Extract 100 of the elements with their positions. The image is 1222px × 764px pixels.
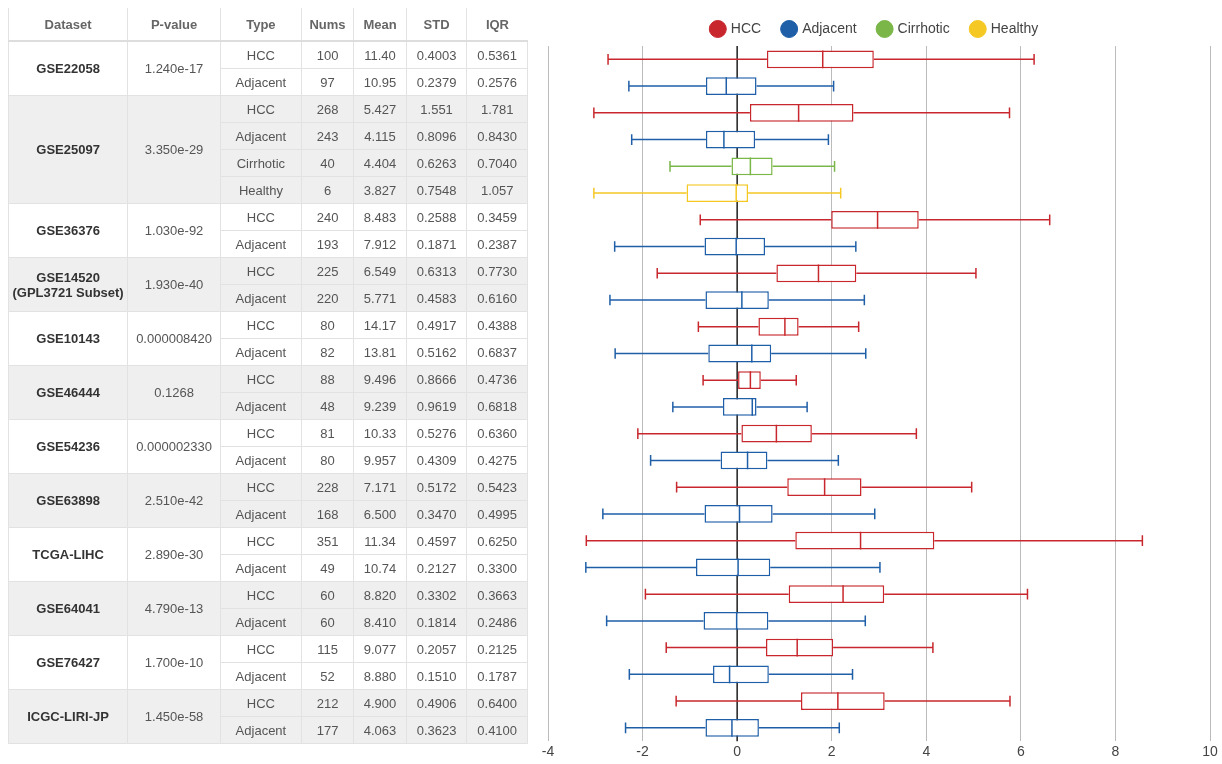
text: 0.1871 xyxy=(416,236,457,252)
text: 0.3302 xyxy=(416,587,457,603)
text: 0.3300 xyxy=(477,560,518,576)
text: 0.8666 xyxy=(416,371,457,387)
text: 225 xyxy=(316,263,339,279)
text: 0.2486 xyxy=(477,614,518,630)
text: HCC xyxy=(246,641,275,657)
text: 0.4309 xyxy=(416,452,457,468)
category-label: P-value xyxy=(127,8,221,41)
text: Adjacent xyxy=(235,668,287,684)
text: Cirrhotic xyxy=(236,155,286,171)
text: 1.781 xyxy=(480,101,514,117)
text: 0.4995 xyxy=(477,506,518,522)
text: 0.8430 xyxy=(477,128,518,144)
text: 80 xyxy=(320,317,335,333)
text: Adjacent xyxy=(235,236,287,252)
text: 0.9619 xyxy=(416,398,457,414)
legend-label: HCC xyxy=(730,19,762,36)
text: HCC xyxy=(246,317,275,333)
text: 0.6360 xyxy=(477,425,518,441)
text: 0.6818 xyxy=(477,398,518,414)
text: 0.4736 xyxy=(477,371,518,387)
text: Adjacent xyxy=(235,74,287,90)
text: 268 xyxy=(316,101,339,117)
text: Adjacent xyxy=(235,614,287,630)
text: 9.957 xyxy=(363,452,397,468)
text: GSE76427 xyxy=(36,655,100,670)
text: 0.4100 xyxy=(477,722,518,738)
text: 212 xyxy=(316,695,339,711)
text: HCC xyxy=(246,533,275,549)
text: 0.1814 xyxy=(416,614,457,630)
text: Adjacent xyxy=(235,452,287,468)
text: GSE63898 xyxy=(36,493,100,508)
text: 1.930e-40 xyxy=(144,277,204,292)
text: HCC xyxy=(246,209,275,225)
text: 80 xyxy=(320,452,335,468)
legend-label: Healthy xyxy=(990,19,1039,36)
text: 0.2576 xyxy=(477,74,518,90)
text: 240 xyxy=(316,209,339,225)
text: 1.700e-10 xyxy=(144,655,204,670)
text: 4.790e-13 xyxy=(144,601,204,616)
text: GSE14520 (GPL3721 Subset) xyxy=(12,269,124,300)
x-tick-label: 6 xyxy=(1016,743,1025,760)
text: 0.000002330 xyxy=(136,439,213,454)
text: 2.510e-42 xyxy=(144,493,204,508)
text: 6.549 xyxy=(363,263,397,279)
text: 60 xyxy=(320,614,335,630)
text: 100 xyxy=(316,47,339,63)
text: 5.427 xyxy=(363,101,397,117)
text: 60 xyxy=(320,587,335,603)
text: 1.030e-92 xyxy=(144,223,204,238)
text: 1.450e-58 xyxy=(144,709,204,724)
text: 0.7548 xyxy=(416,182,457,198)
category-label: IQR xyxy=(466,8,528,41)
text: GSE22058 xyxy=(36,61,100,76)
text: Adjacent xyxy=(235,560,287,576)
text: GSE10143 xyxy=(36,331,100,346)
text: 7.912 xyxy=(363,236,397,252)
text: HCC xyxy=(246,425,275,441)
text: 0.6313 xyxy=(416,263,457,279)
text: Adjacent xyxy=(235,344,287,360)
text: 49 xyxy=(320,560,335,576)
text: GSE54236 xyxy=(36,439,100,454)
text: 2.890e-30 xyxy=(144,547,204,562)
text: 0.4917 xyxy=(416,317,457,333)
text: 0.3470 xyxy=(416,506,457,522)
text: 0.5423 xyxy=(477,479,518,495)
text: 0.4275 xyxy=(477,452,518,468)
text: 9.496 xyxy=(363,371,397,387)
category-label: Nums xyxy=(301,8,354,41)
text: HCC xyxy=(246,371,275,387)
text: 82 xyxy=(320,344,335,360)
category-label: Dataset xyxy=(8,8,128,41)
text: 8.410 xyxy=(363,614,397,630)
x-tick-label: 8 xyxy=(1111,743,1120,760)
text: Adjacent xyxy=(235,290,287,306)
legend-label: Cirrhotic xyxy=(897,19,950,36)
text: 13.81 xyxy=(363,344,397,360)
text: HCC xyxy=(246,479,275,495)
text: 0.2127 xyxy=(416,560,457,576)
text: GSE36376 xyxy=(36,223,100,238)
text: 40 xyxy=(320,155,335,171)
text: Adjacent xyxy=(235,398,287,414)
text: 177 xyxy=(316,722,339,738)
text: 7.171 xyxy=(363,479,397,495)
category-label: Mean xyxy=(353,8,407,41)
text: 0.3663 xyxy=(477,587,518,603)
text: 0.1510 xyxy=(416,668,457,684)
text: 1.240e-17 xyxy=(144,61,204,76)
text: 4.404 xyxy=(363,155,397,171)
text: HCC xyxy=(246,587,275,603)
text: 0.4388 xyxy=(477,317,518,333)
text: 0.4906 xyxy=(416,695,457,711)
text: HCC xyxy=(246,47,275,63)
text: 11.34 xyxy=(364,533,396,549)
text: 0.000008420 xyxy=(136,331,213,346)
text: 0.2057 xyxy=(416,641,457,657)
text: 3.827 xyxy=(363,182,397,198)
text: 9.239 xyxy=(363,398,397,414)
text: 52 xyxy=(320,668,335,684)
